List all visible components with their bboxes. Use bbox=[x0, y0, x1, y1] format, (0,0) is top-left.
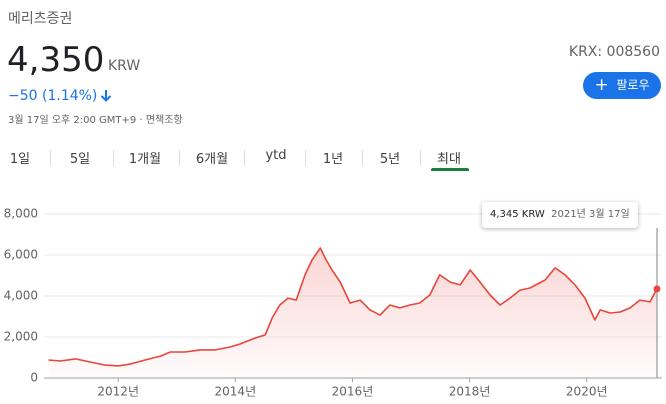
tooltip-date: 2021년 3월 17일 bbox=[551, 209, 630, 220]
last-point bbox=[653, 285, 661, 293]
x-tick-label: 2014년 bbox=[215, 385, 257, 399]
y-tick-label: 4,000 bbox=[4, 289, 38, 303]
x-tick-label: 2016년 bbox=[332, 385, 374, 399]
range-tab[interactable]: 1년 bbox=[322, 152, 344, 167]
x-tick-label: 2012년 bbox=[97, 385, 139, 399]
ticker: KRX: 008560 bbox=[568, 44, 660, 60]
range-tab[interactable]: 5일 bbox=[69, 152, 91, 167]
range-tab[interactable]: 최대 bbox=[437, 152, 461, 167]
range-tab[interactable]: 1개월 bbox=[128, 152, 162, 167]
change: −50 (1.14%) bbox=[8, 88, 98, 104]
tab-separator bbox=[178, 150, 180, 166]
down-arrow bbox=[100, 90, 112, 102]
tab-separator bbox=[244, 150, 245, 166]
separator: · bbox=[139, 115, 143, 126]
y-tick-label: 2,000 bbox=[4, 330, 38, 344]
disclaimer[interactable]: 면책조항 bbox=[145, 115, 183, 126]
timestamp: 3월 17일 오후 2:00 GMT+9 bbox=[8, 115, 137, 126]
x-tick-label: 2020년 bbox=[566, 385, 608, 399]
range-tab[interactable]: ytd bbox=[265, 148, 287, 163]
x-tick-label: 2018년 bbox=[449, 385, 491, 399]
tooltip: 4,345 KRW 2021년 3월 17일 bbox=[482, 202, 638, 228]
tooltip-price: 4,345 KRW bbox=[490, 209, 545, 220]
follow-button[interactable]: + 팔로우 bbox=[583, 72, 661, 99]
area bbox=[48, 248, 657, 378]
price: 4,350 bbox=[7, 40, 105, 80]
tab-separator bbox=[50, 150, 51, 166]
y-tick-label: 6,000 bbox=[4, 248, 38, 262]
range-tab[interactable]: 5년 bbox=[379, 152, 401, 167]
follow-label: 팔로우 bbox=[616, 78, 650, 92]
tab-separator bbox=[304, 150, 306, 166]
tab-separator bbox=[361, 150, 363, 166]
range-tab[interactable]: 1일 bbox=[9, 152, 31, 167]
active-tab-indicator bbox=[431, 168, 469, 171]
tab-separator bbox=[112, 150, 114, 166]
range-tab[interactable]: 6개월 bbox=[195, 152, 229, 167]
timestamp-row: 3월 17일 오후 2:00 GMT+9 · 면책조항 bbox=[8, 111, 183, 126]
y-tick-label: 8,000 bbox=[4, 207, 38, 221]
currency: KRW bbox=[108, 58, 141, 74]
price-line bbox=[48, 247, 658, 367]
stock-name: 메리츠증권 bbox=[8, 11, 73, 27]
tab-separator bbox=[419, 150, 421, 166]
y-tick-label: 0 bbox=[30, 371, 38, 385]
